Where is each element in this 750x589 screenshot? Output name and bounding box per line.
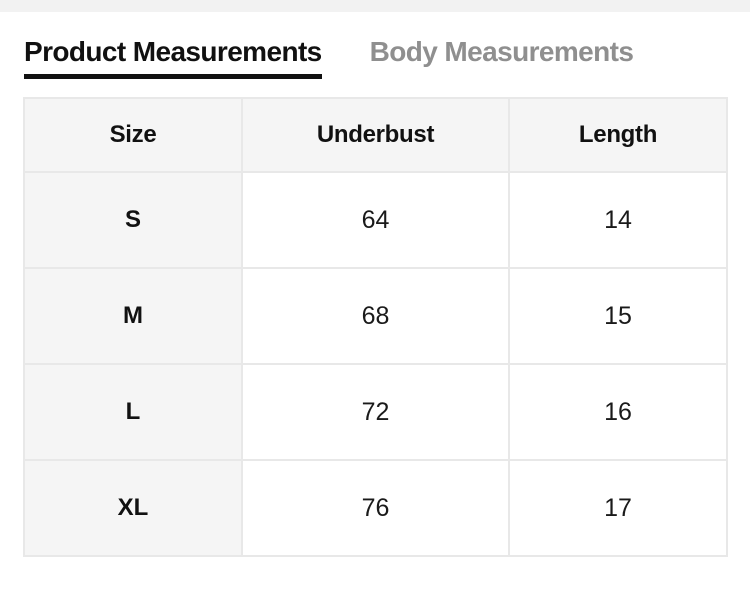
tab-product-measurements[interactable]: Product Measurements: [24, 38, 322, 79]
size-cell: XL: [23, 459, 243, 557]
underbust-cell: 76: [241, 459, 510, 557]
length-cell: 17: [508, 459, 728, 557]
header-cell-size: Size: [23, 97, 243, 173]
size-cell: S: [23, 171, 243, 269]
size-chart-table: Size Underbust Length S 64 14 M 68 15 L …: [23, 97, 728, 557]
header-cell-length: Length: [508, 97, 728, 173]
table-header-row: Size Underbust Length: [23, 97, 728, 173]
size-chart-container: Size Underbust Length S 64 14 M 68 15 L …: [23, 97, 750, 557]
size-cell: L: [23, 363, 243, 461]
tab-body-measurements[interactable]: Body Measurements: [369, 36, 634, 67]
underbust-cell: 68: [241, 267, 510, 365]
size-cell: M: [23, 267, 243, 365]
top-strip: [0, 0, 750, 12]
table-row: S 64 14: [23, 171, 728, 269]
measurement-tabs: Product Measurements Body Measurements: [0, 38, 750, 79]
underbust-cell: 72: [241, 363, 510, 461]
table-row: L 72 16: [23, 363, 728, 461]
length-cell: 14: [508, 171, 728, 269]
table-row: M 68 15: [23, 267, 728, 365]
header-cell-underbust: Underbust: [241, 97, 510, 173]
length-cell: 16: [508, 363, 728, 461]
length-cell: 15: [508, 267, 728, 365]
table-row: XL 76 17: [23, 459, 728, 557]
underbust-cell: 64: [241, 171, 510, 269]
